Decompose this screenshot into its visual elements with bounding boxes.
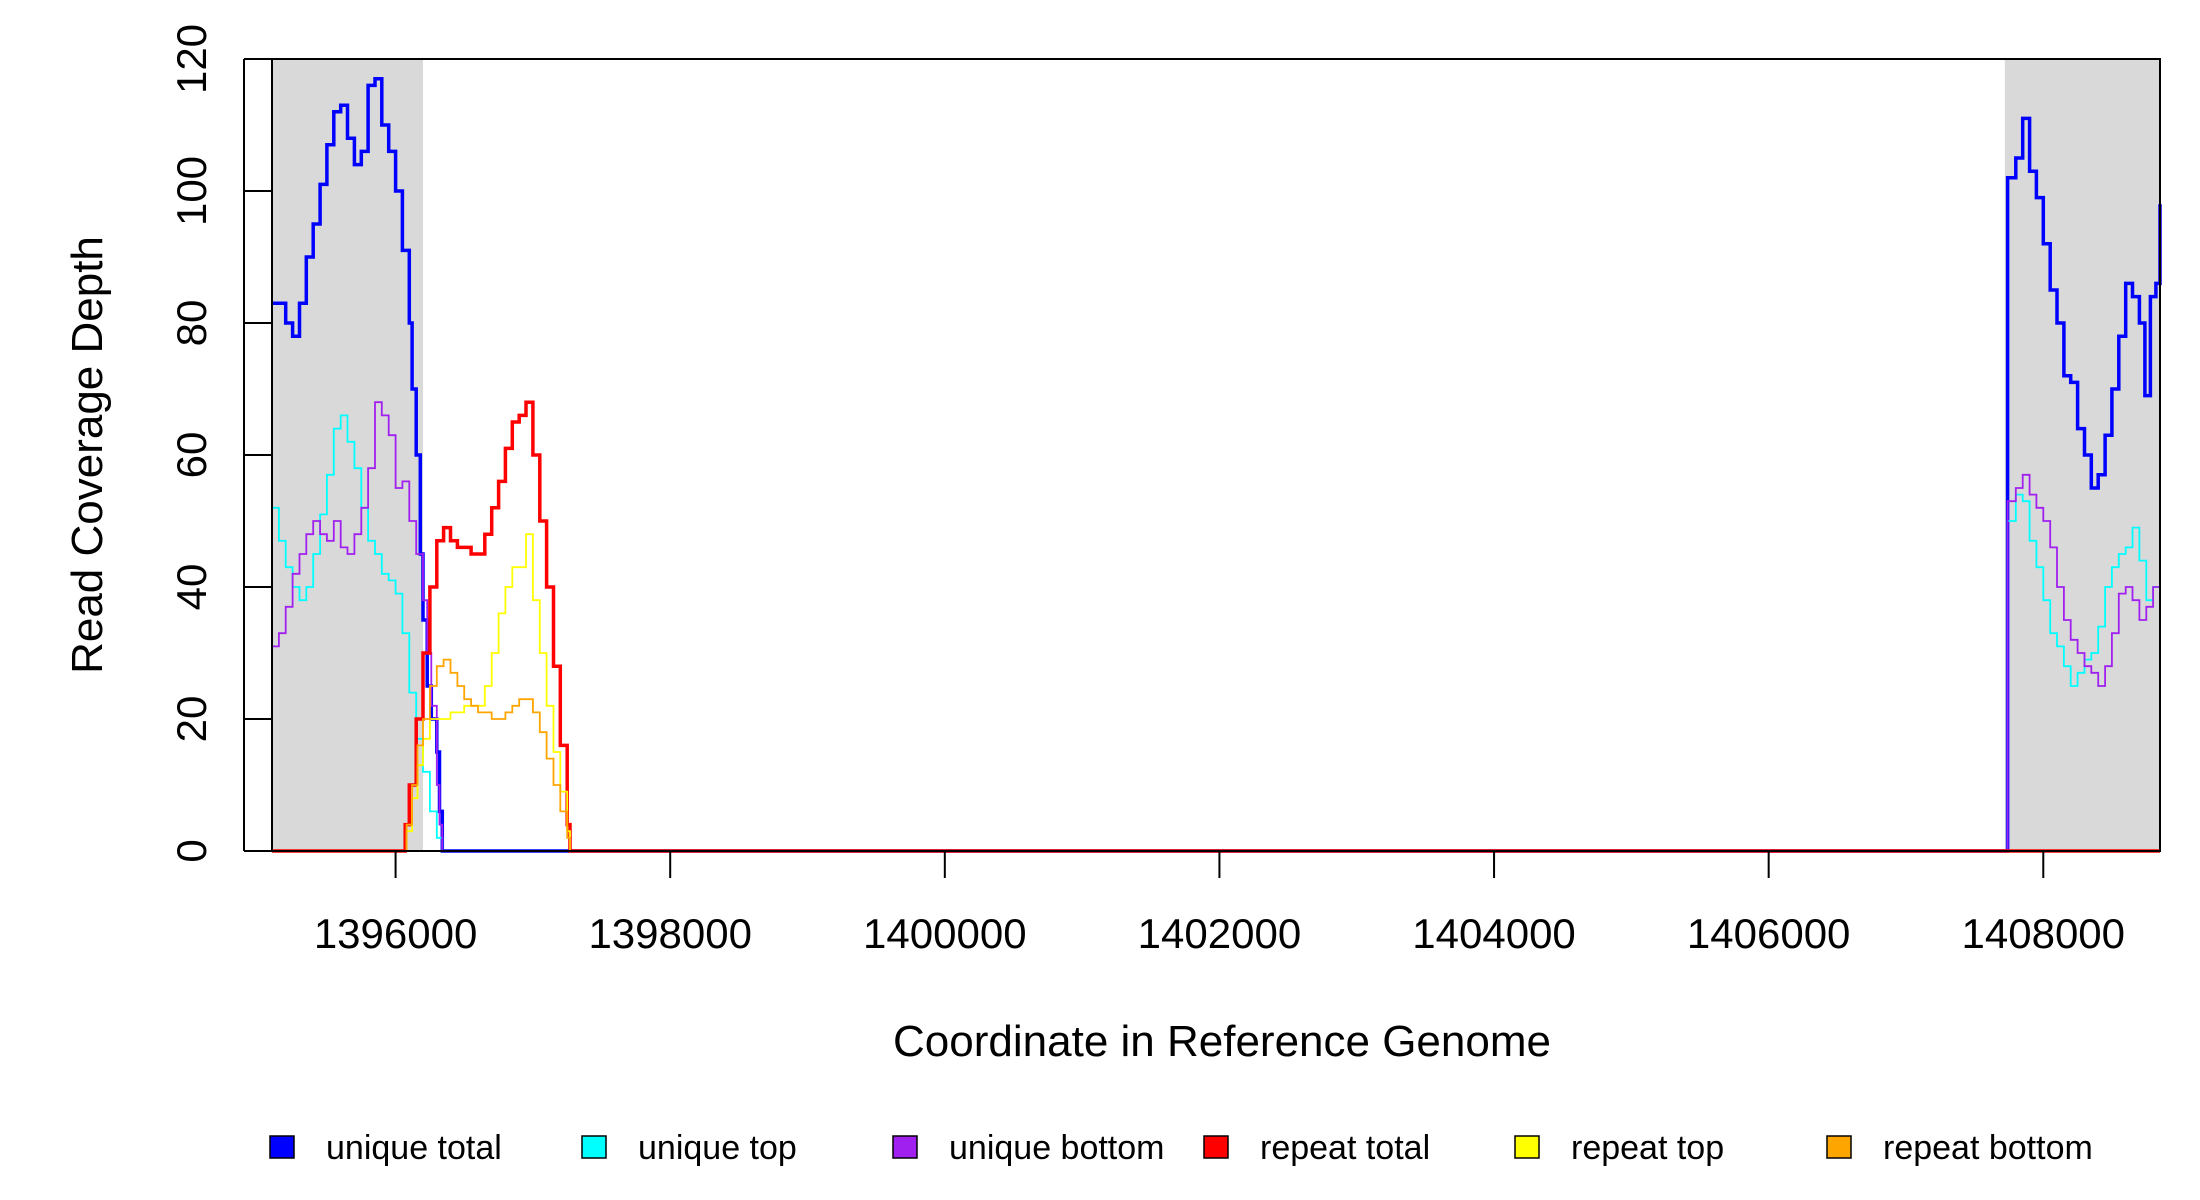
y-tick-label: 60 bbox=[168, 432, 215, 479]
x-tick-label: 1404000 bbox=[1412, 910, 1576, 957]
legend-swatch-unique-bottom bbox=[892, 1135, 918, 1159]
legend-swatch-repeat-top bbox=[1514, 1135, 1540, 1159]
y-axis-title: Read Coverage Depth bbox=[63, 236, 112, 674]
series-line-repeat-top bbox=[272, 533, 2160, 852]
y-tick-label: 40 bbox=[168, 564, 215, 611]
shaded-region-2 bbox=[2004, 59, 2160, 851]
y-tick-label: 0 bbox=[168, 839, 215, 862]
y-tick-label: 80 bbox=[168, 300, 215, 347]
series-line-unique-bottom bbox=[272, 401, 2161, 852]
y-axis: 0 20 40 60 80 100 120 bbox=[168, 24, 272, 863]
x-axis-title: Coordinate in Reference Genome bbox=[893, 1017, 1551, 1066]
series-line-unique-top bbox=[272, 414, 2161, 852]
shaded-regions bbox=[272, 59, 2160, 851]
legend-label-unique-total: unique total bbox=[326, 1129, 502, 1167]
legend-label-repeat-total: repeat total bbox=[1260, 1129, 1430, 1167]
legend-swatch-unique-top bbox=[581, 1135, 607, 1159]
series-line-repeat-bottom bbox=[272, 658, 2160, 852]
y-tick-label: 20 bbox=[168, 696, 215, 743]
x-tick-label: 1402000 bbox=[1138, 910, 1302, 957]
plot-frame bbox=[271, 58, 2161, 852]
x-tick-label: 1398000 bbox=[588, 910, 752, 957]
x-tick-label: 1396000 bbox=[314, 910, 478, 957]
legend: unique total unique top unique bottom repea… bbox=[269, 1129, 2093, 1167]
x-tick-label: 1400000 bbox=[863, 910, 1027, 957]
legend-swatch-repeat-total bbox=[1203, 1135, 1229, 1159]
y-tick-label: 120 bbox=[168, 24, 215, 94]
x-tick-label: 1408000 bbox=[1962, 910, 2126, 957]
series-line-unique-total bbox=[272, 77, 2162, 853]
legend-swatch-repeat-bottom bbox=[1826, 1135, 1852, 1159]
legend-label-repeat-top: repeat top bbox=[1571, 1129, 1724, 1167]
y-tick-label: 100 bbox=[168, 156, 215, 226]
legend-label-repeat-bottom: repeat bottom bbox=[1883, 1129, 2093, 1167]
series-lines bbox=[272, 77, 2162, 853]
x-tick-label: 1406000 bbox=[1687, 910, 1851, 957]
legend-swatch-unique-total bbox=[269, 1135, 295, 1159]
shaded-region-1 bbox=[272, 59, 424, 851]
x-axis: 1396000 1398000 1400000 1402000 1404000 14060… bbox=[314, 850, 2126, 957]
legend-label-unique-top: unique top bbox=[638, 1129, 797, 1167]
legend-label-unique-bottom: unique bottom bbox=[949, 1129, 1165, 1167]
series-line-repeat-total bbox=[272, 400, 2160, 853]
